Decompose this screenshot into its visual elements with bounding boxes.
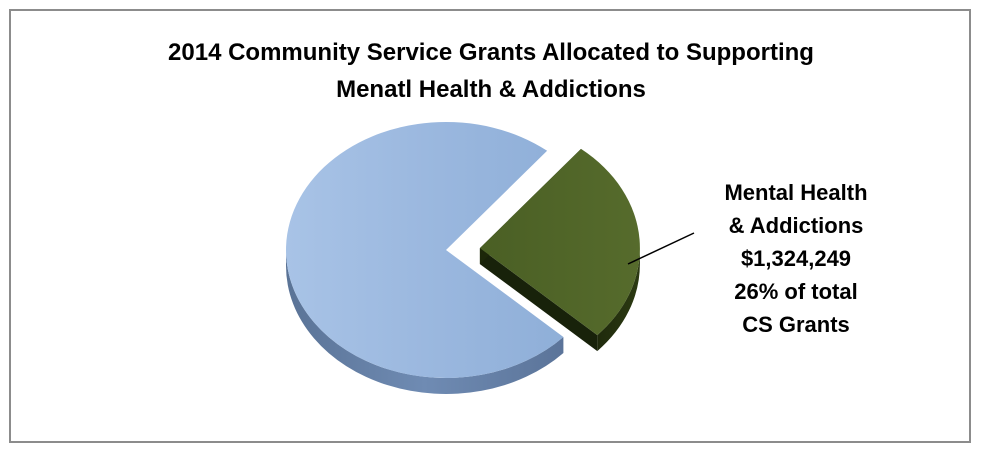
slice-label-line-5: CS Grants [742,312,850,337]
slice-mental-health-wall [479,248,598,352]
chart-title-line-2: Menatl Health & Addictions [336,76,646,103]
slice-label-line-2: & Addictions [728,213,864,238]
leader-line [627,232,695,265]
slice-label-line-3: $1,324,249 [740,246,852,271]
slice-mental-health-side [597,248,640,352]
chart-title: 2014 Community Service Grants Allocated … [60,34,922,108]
slice-other-grants-side [286,250,564,395]
slice-mental-health [479,148,640,336]
slice-other-grants [286,121,564,378]
slice-data-label: Mental Health & Addictions $1,324,249 26… [686,176,906,341]
slice-label-line-4: 26% of total [734,279,858,304]
chart-title-line-1: 2014 Community Service Grants Allocated … [168,39,814,66]
slice-label-line-1: Mental Health [724,180,868,205]
